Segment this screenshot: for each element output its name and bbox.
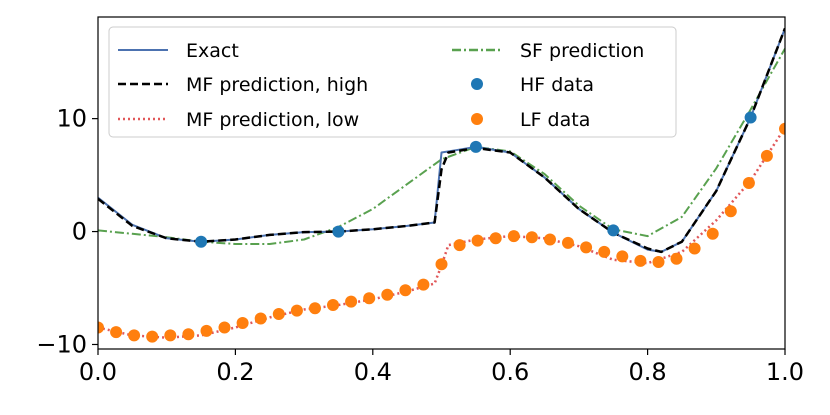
- lf-data-point: [417, 278, 430, 291]
- lf-data-point: [381, 288, 394, 301]
- lf-data-point: [525, 231, 538, 244]
- lf-data-point: [544, 233, 556, 246]
- legend-box: [108, 26, 677, 138]
- lf-data-point: [399, 284, 412, 297]
- legend-mf-high-label: MF prediction, high: [186, 74, 368, 96]
- lf-data-point: [580, 241, 593, 254]
- x-tick-label: 0.2: [216, 358, 254, 386]
- lf-data-point: [562, 236, 574, 249]
- lf-data-point: [327, 299, 339, 311]
- lf-data-point: [200, 324, 213, 337]
- lf-data-point: [435, 258, 448, 271]
- lf-data-point: [724, 205, 737, 218]
- lf-data-point: [616, 250, 629, 263]
- lf-data-point: [453, 239, 466, 252]
- lf-data-point: [688, 242, 701, 255]
- y-tick-label: 10: [56, 105, 87, 133]
- x-tick-label: 0.6: [491, 358, 529, 386]
- lf-data-point: [507, 230, 520, 243]
- legend-lf-label: LF data: [520, 109, 590, 131]
- lf-data-point: [146, 330, 159, 343]
- lf-data-point: [670, 252, 683, 265]
- hf-data-point: [332, 225, 345, 238]
- lf-data-point: [598, 245, 611, 258]
- legend-sf-label: SF prediction: [520, 40, 644, 62]
- series-layer: [98, 27, 785, 343]
- lf-data-point: [98, 321, 104, 334]
- x-tick-label: 0.0: [79, 358, 117, 386]
- y-tick-label: 0: [72, 218, 87, 246]
- x-tick-label: 0.4: [354, 358, 392, 386]
- series-line-sf-prediction: [98, 48, 785, 245]
- lf-data-point: [164, 329, 177, 342]
- legend-exact-label: Exact: [186, 40, 239, 62]
- series-line-mf-prediction-high: [98, 27, 785, 254]
- hf-data-point: [744, 111, 757, 124]
- lf-data-point: [218, 321, 231, 334]
- hf-data-point: [607, 224, 620, 237]
- y-axis: −10 0 10: [36, 105, 98, 358]
- lf-data-point: [706, 227, 719, 240]
- x-tick-label: 1.0: [766, 358, 804, 386]
- lf-data-point: [634, 254, 647, 267]
- lf-data-point: [182, 328, 195, 341]
- lf-data-point: [290, 304, 303, 317]
- lf-data-point: [110, 326, 123, 339]
- legend-mf-low-label: MF prediction, low: [186, 109, 359, 131]
- lf-data-point: [742, 177, 755, 189]
- hf-data-point: [195, 235, 208, 248]
- lf-data-point: [236, 317, 249, 329]
- x-axis: 0.0 0.2 0.4 0.6 0.8 1.0: [79, 349, 804, 386]
- lf-data-point: [309, 302, 321, 315]
- legend-lf-swatch: [471, 113, 483, 125]
- lf-data-point: [345, 295, 358, 308]
- x-tick-label: 0.8: [629, 358, 667, 386]
- legend: Exact MF prediction, high MF prediction,…: [108, 26, 677, 138]
- lf-data-point: [779, 122, 785, 135]
- plot-frame: [97, 16, 786, 350]
- lf-data-point: [471, 234, 484, 247]
- legend-hf-label: HF data: [520, 74, 594, 96]
- y-tick-label: −10: [36, 330, 87, 358]
- lf-data-point: [363, 292, 376, 305]
- legend-hf-swatch: [471, 78, 483, 90]
- lf-data-point: [760, 149, 773, 162]
- lf-data-point: [489, 232, 502, 245]
- hf-data-point: [469, 140, 482, 153]
- lf-data-point: [272, 308, 285, 320]
- lf-data-point: [652, 256, 665, 268]
- lf-data-point: [254, 312, 267, 325]
- lf-data-point: [128, 329, 141, 342]
